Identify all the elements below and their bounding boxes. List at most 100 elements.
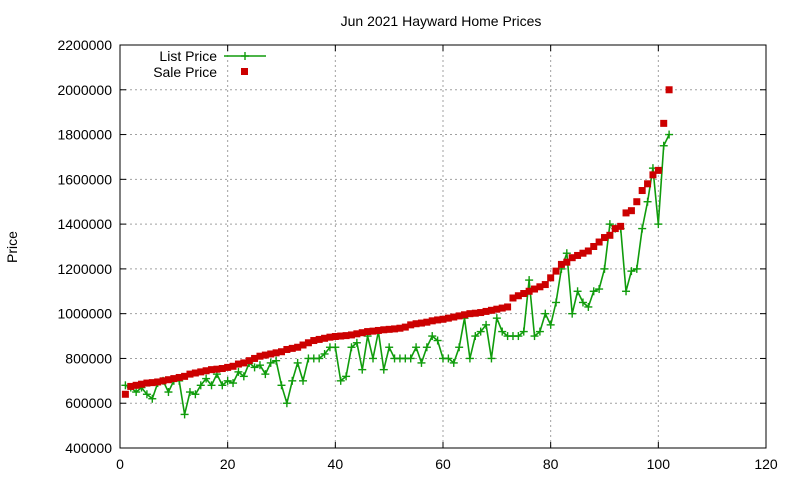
data-point-sale-price (138, 380, 146, 388)
data-point-sale-price (396, 324, 404, 332)
data-point-sale-price (644, 180, 652, 188)
data-point-list-price (320, 349, 329, 358)
data-point-list-price (342, 372, 351, 381)
data-point-sale-price (563, 258, 571, 266)
data-point-sale-price (175, 373, 183, 381)
data-point-sale-price (568, 254, 576, 262)
data-point-sale-price (665, 86, 673, 94)
y-tick-label: 1000000 (57, 306, 112, 322)
data-point-sale-price (326, 333, 334, 341)
data-point-sale-price (164, 376, 172, 384)
data-point-list-price (207, 381, 216, 390)
data-point-list-price (519, 327, 528, 336)
data-point-sale-price (358, 329, 366, 337)
data-point-sale-price (649, 171, 657, 179)
data-point-sale-price (218, 365, 226, 373)
data-point-list-price (665, 130, 674, 139)
data-point-list-price (525, 276, 534, 285)
data-point-list-price (535, 327, 544, 336)
data-point-list-price (277, 381, 286, 390)
data-point-list-price (476, 327, 485, 336)
data-point-list-price (180, 410, 189, 419)
data-point-sale-price (342, 332, 350, 340)
data-point-list-price (514, 332, 523, 341)
data-point-list-price (552, 298, 561, 307)
data-point-sale-price (509, 294, 517, 302)
data-point-sale-price (154, 378, 162, 386)
data-point-sale-price (428, 317, 436, 325)
data-point-list-price (331, 343, 340, 352)
data-point-list-price (482, 320, 491, 329)
data-point-sale-price (557, 260, 565, 268)
data-point-sale-price (288, 344, 296, 352)
data-point-sale-price (267, 350, 275, 358)
data-point-list-price (492, 314, 501, 323)
data-point-list-price (379, 365, 388, 374)
data-point-list-price (352, 338, 361, 347)
data-point-sale-price (477, 309, 485, 317)
data-point-list-price (573, 287, 582, 296)
data-point-list-price (422, 343, 431, 352)
data-point-sale-price (541, 281, 549, 289)
data-point-sale-price (660, 119, 668, 127)
data-point-sale-price (181, 372, 189, 380)
data-point-list-price (465, 354, 474, 363)
y-tick-label: 1200000 (57, 261, 112, 277)
data-point-list-price (369, 354, 378, 363)
data-point-sale-price (466, 310, 474, 318)
data-point-list-price (202, 374, 211, 383)
data-point-list-price (266, 358, 275, 367)
data-point-list-price (595, 285, 604, 294)
data-point-list-price (562, 249, 571, 258)
data-point-sale-price (471, 309, 479, 317)
x-tick-label: 60 (435, 456, 451, 472)
data-point-list-price (627, 267, 636, 276)
data-point-list-price (229, 379, 238, 388)
data-point-sale-price (299, 341, 307, 349)
data-point-list-price (148, 394, 157, 403)
data-point-sale-price (493, 305, 501, 313)
data-point-list-price (600, 264, 609, 273)
data-point-list-price (191, 390, 200, 399)
data-point-sale-price (412, 320, 420, 328)
y-tick-label: 2200000 (57, 37, 112, 53)
data-point-list-price (234, 367, 243, 376)
data-point-list-price (255, 361, 264, 370)
data-point-list-price (196, 381, 205, 390)
legend: List Price Sale Price (153, 48, 266, 80)
data-point-list-price (541, 309, 550, 318)
gridlines (120, 45, 766, 448)
data-point-sale-price (417, 319, 425, 327)
y-tick-label: 400000 (65, 440, 112, 456)
data-point-sale-price (245, 357, 253, 365)
data-point-sale-price (525, 287, 533, 295)
data-point-list-price (433, 336, 442, 345)
axis-ticks: 400000 600000 800000 1000000 1200000 1400000 1… (57, 37, 777, 472)
data-point-sale-price (256, 352, 264, 360)
data-point-list-price (584, 302, 593, 311)
data-point-list-price (568, 309, 577, 318)
data-point-sale-price (627, 207, 635, 215)
data-point-sale-price (369, 327, 377, 335)
y-tick-label: 1600000 (57, 171, 112, 187)
data-point-list-price (261, 370, 270, 379)
data-point-list-price (605, 220, 614, 229)
data-point-sale-price (380, 326, 388, 334)
data-point-sale-price (202, 367, 210, 375)
data-point-sale-price (304, 339, 312, 347)
data-point-sale-price (143, 379, 151, 387)
data-point-sale-price (633, 198, 641, 206)
legend-label-sale-price: Sale Price (153, 64, 217, 80)
data-point-sale-price (191, 369, 199, 377)
series-layer (121, 86, 674, 419)
data-point-sale-price (148, 379, 156, 387)
data-point-sale-price (654, 166, 662, 174)
data-point-list-price (315, 354, 324, 363)
data-point-list-price (132, 388, 141, 397)
data-point-list-price (632, 264, 641, 273)
data-point-list-price (218, 381, 227, 390)
legend-marker-list-price (241, 52, 249, 60)
data-point-sale-price (127, 382, 135, 390)
data-point-sale-price (186, 370, 194, 378)
data-point-list-price (293, 358, 302, 367)
